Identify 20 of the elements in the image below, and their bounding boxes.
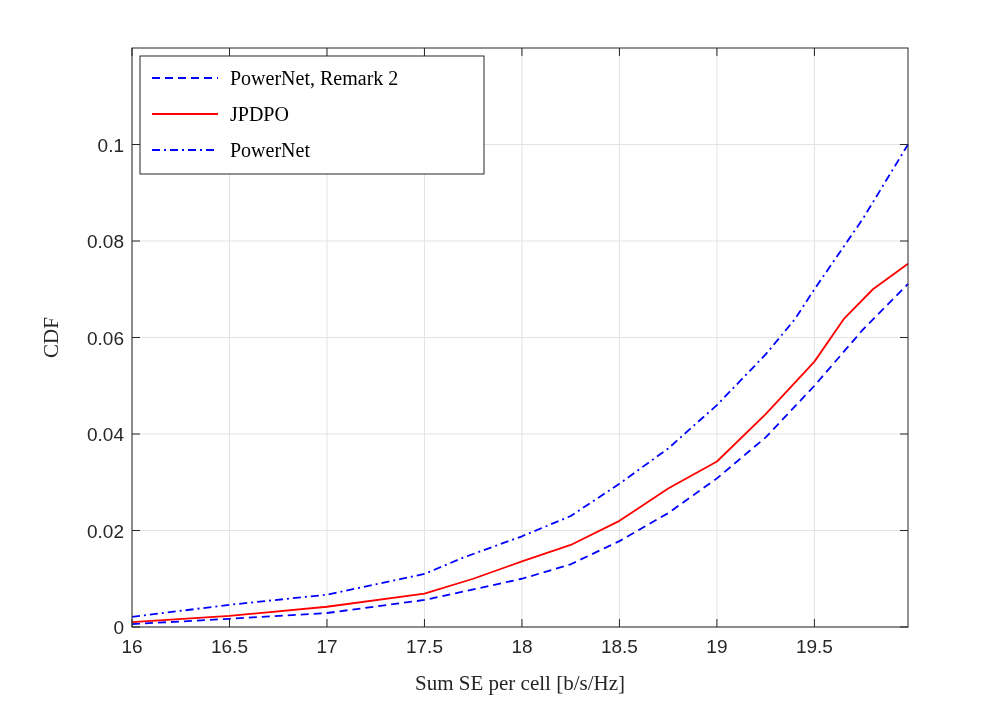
x-axis-title: Sum SE per cell [b/s/Hz] (415, 671, 625, 695)
x-tick-label: 18 (511, 636, 533, 657)
x-tick-label: 17.5 (405, 636, 443, 657)
y-tick-label: 0.04 (87, 424, 125, 445)
legend-label: PowerNet (230, 139, 311, 161)
y-tick-label: 0.1 (97, 134, 124, 156)
y-tick-label: 0.02 (87, 520, 124, 542)
line-series (131, 143, 909, 618)
x-tick-label: 16 (121, 636, 143, 657)
x-tick-label: 16.5 (211, 636, 248, 657)
legend-label: PowerNet, Remark 2 (230, 67, 399, 89)
y-axis-title: CDF (39, 317, 63, 358)
x-tick-label: 19.5 (795, 636, 833, 657)
x-tick-label: 19 (706, 636, 728, 657)
y-tick-label: 0.08 (87, 231, 124, 252)
x-tick-label: 17 (316, 636, 338, 657)
legend-label: JPDPO (230, 103, 289, 125)
x-tick-label: 18.5 (600, 636, 638, 657)
y-tick-label: 0 (113, 617, 124, 638)
y-tick-label: 0.06 (87, 327, 124, 349)
